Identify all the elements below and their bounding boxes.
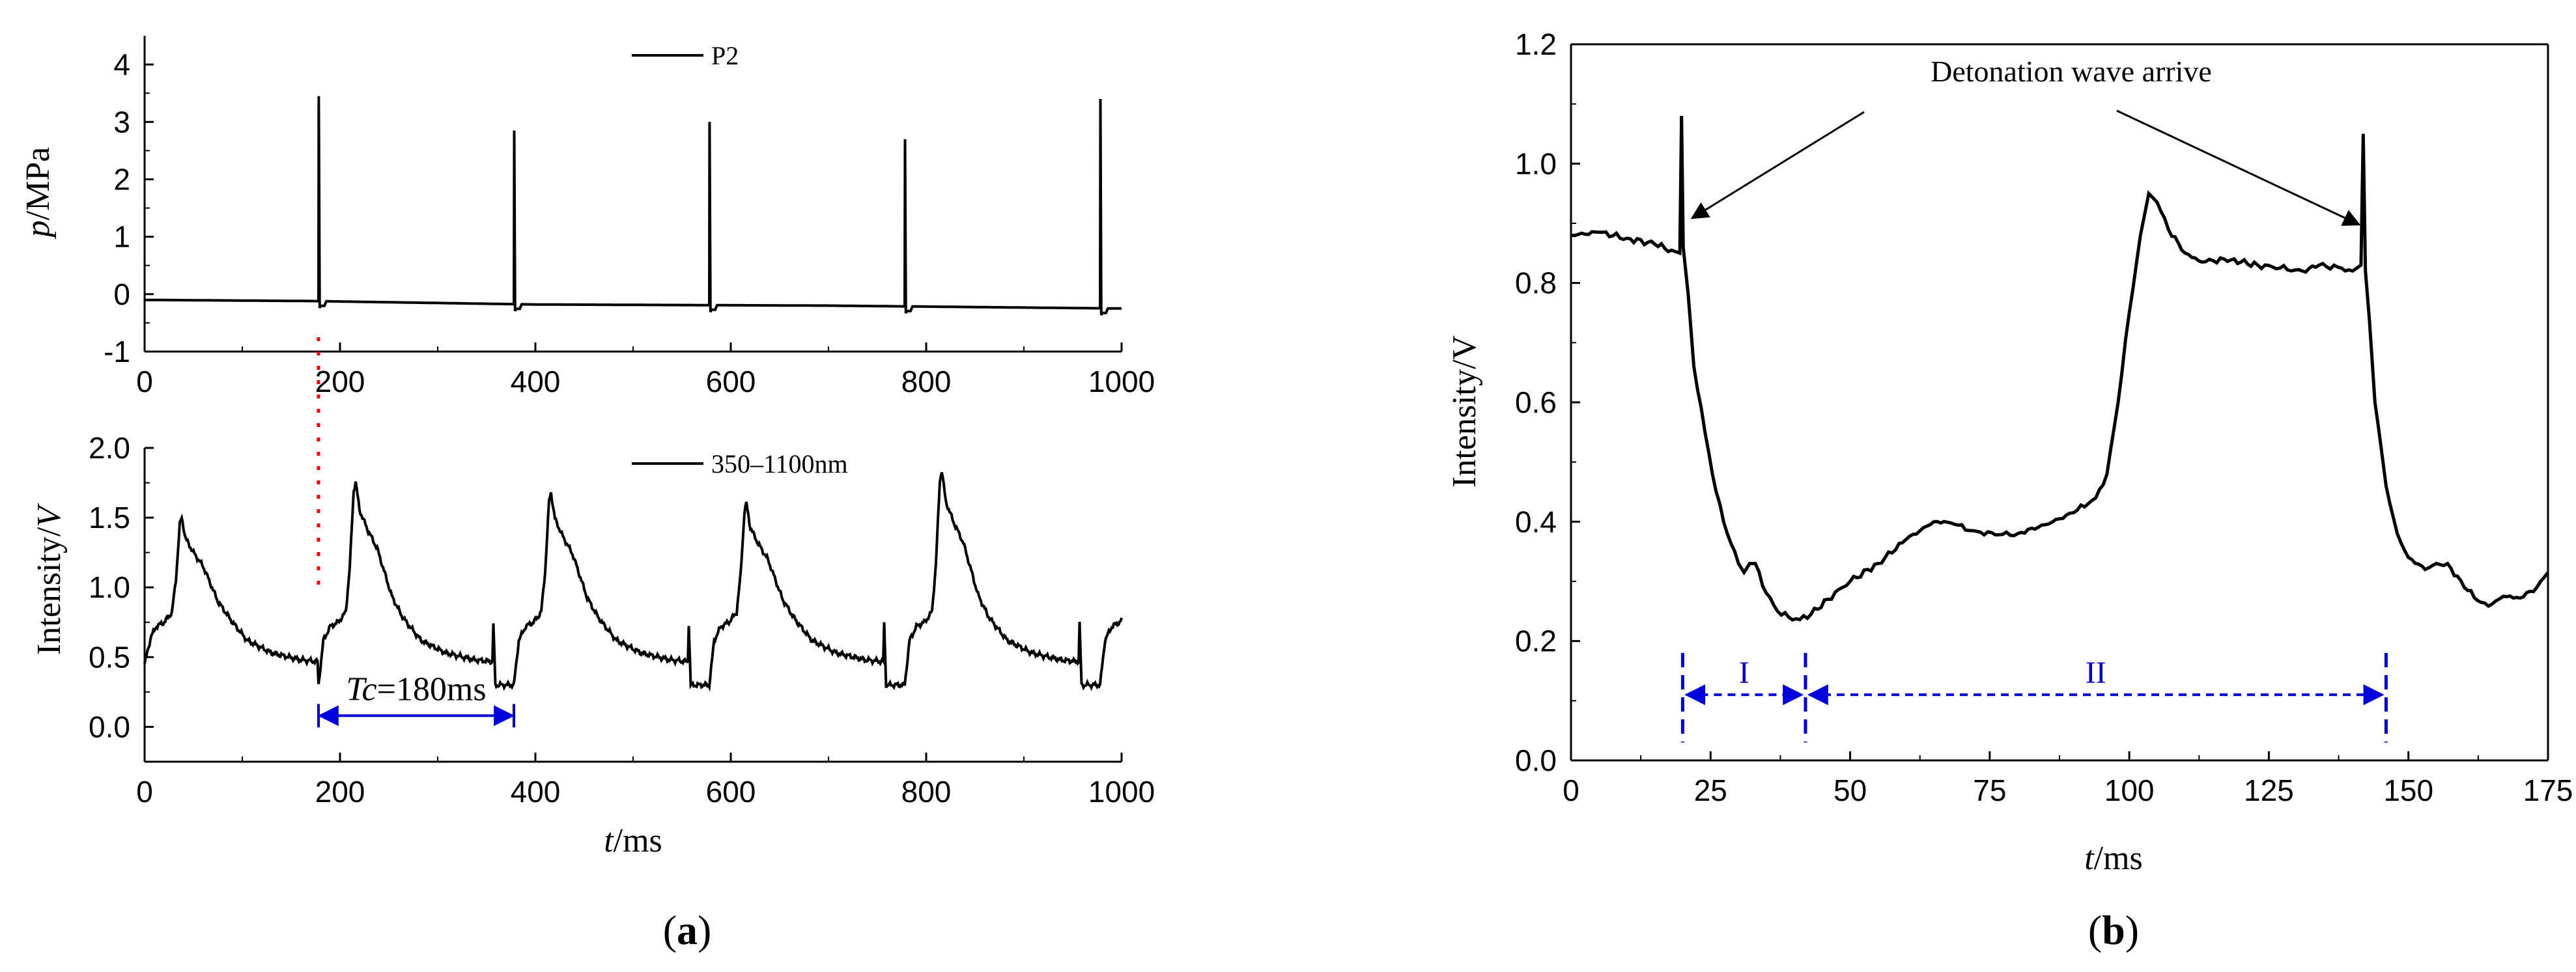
a-bottom-legend-label: 350–1100nm (711, 449, 848, 479)
a-top-y-tick-label: 4 (113, 48, 130, 81)
b-x-tick-label: 125 (2244, 773, 2294, 807)
a-bottom-x-tick-label: 600 (706, 775, 756, 809)
b-y-tick-label: 0.0 (1515, 743, 1557, 777)
annotation-arrow-right (2116, 109, 2361, 226)
b-series-line (1570, 115, 2549, 622)
a-bottom-x-tick-label: 400 (511, 775, 561, 809)
b-y-tick-label: 0.2 (1515, 624, 1557, 658)
a-top-ylabel: p/MPa (20, 147, 57, 240)
a-bottom-x-tick-label: 200 (315, 775, 365, 809)
chart-a-bottom: 0 200 400 600 800 1000 0.0 0.5 1.0 1.5 2.0 Intensi… (31, 337, 1155, 859)
b-x-tick-label: 75 (1973, 773, 2006, 807)
a-top-x-tick-label: 200 (315, 365, 365, 398)
a-bottom-x-tick-label: 800 (901, 775, 952, 809)
a-top-y-tick-label: -1 (104, 335, 130, 368)
period-label: Tc=180ms (346, 671, 486, 708)
b-y-tick-label: 0.6 (1515, 385, 1557, 419)
a-bottom-y-tick-label: 0.5 (89, 640, 130, 674)
annotation-arrow-left (1690, 111, 1865, 219)
b-y-tick-label: 1.2 (1515, 27, 1557, 61)
b-x-tick-label: 175 (2523, 773, 2573, 807)
panel-b-label: (b) (2088, 907, 2139, 953)
a-bottom-series-line (143, 472, 1123, 692)
a-top-y-tick-label: 0 (113, 277, 130, 311)
a-top-x-tick-label: 1000 (1088, 365, 1155, 398)
a-top-y-tick-label: 3 (113, 105, 130, 139)
b-x-tick-label: 0 (1563, 773, 1579, 807)
b-x-tick-label: 150 (2383, 773, 2433, 807)
b-axes: 0 25 50 75 100 125 150 175 0.0 0.2 0.4 0.6 0.8 1.0 1.2 (1515, 27, 2573, 807)
b-ylabel: Intensity/V (1446, 335, 1483, 488)
a-bottom-xlabel: t/ms (604, 822, 662, 859)
a-bottom-x-tick-label: 1000 (1088, 775, 1155, 809)
region-I-label: I (1739, 656, 1749, 690)
b-xlabel: t/ms (2084, 840, 2143, 877)
b-regions (1680, 653, 2388, 743)
b-x-tick-label: 100 (2104, 773, 2155, 807)
a-bottom-x-tick-label: 0 (136, 775, 153, 809)
b-x-tick-label: 25 (1694, 773, 1727, 807)
a-bottom-axes: 0 200 400 600 800 1000 0.0 0.5 1.0 1.5 2.0 (89, 431, 1155, 809)
panel-a-label: (a) (663, 907, 712, 953)
a-bottom-y-tick-label: 2.0 (89, 431, 130, 465)
a-top-x-tick-label: 0 (136, 365, 153, 398)
a-top-x-tick-label: 800 (901, 365, 952, 398)
detonation-annotation: Detonation wave arrive (1931, 55, 2212, 88)
b-x-tick-label: 50 (1833, 773, 1867, 807)
a-top-x-tick-label: 600 (706, 365, 756, 398)
b-y-tick-label: 0.8 (1515, 266, 1557, 300)
a-bottom-y-tick-label: 0.0 (89, 710, 130, 743)
a-bottom-y-tick-label: 1.5 (89, 501, 130, 535)
a-bottom-ylabel: Intensity/V (31, 503, 68, 655)
b-y-tick-label: 1.0 (1515, 146, 1557, 180)
chart-b: 0 25 50 75 100 125 150 175 0.0 0.2 0.4 0.6 0.8 1.0 1.2… (1446, 27, 2573, 877)
a-top-series-line (144, 96, 1122, 316)
a-top-y-tick-label: 1 (113, 220, 130, 254)
a-bottom-y-tick-label: 1.0 (89, 570, 130, 604)
b-y-tick-label: 0.4 (1515, 505, 1557, 538)
a-top-y-tick-label: 2 (113, 162, 130, 196)
a-top-x-tick-label: 400 (511, 365, 561, 398)
a-top-legend-label: P2 (711, 41, 739, 70)
region-II-label: II (2086, 656, 2106, 690)
